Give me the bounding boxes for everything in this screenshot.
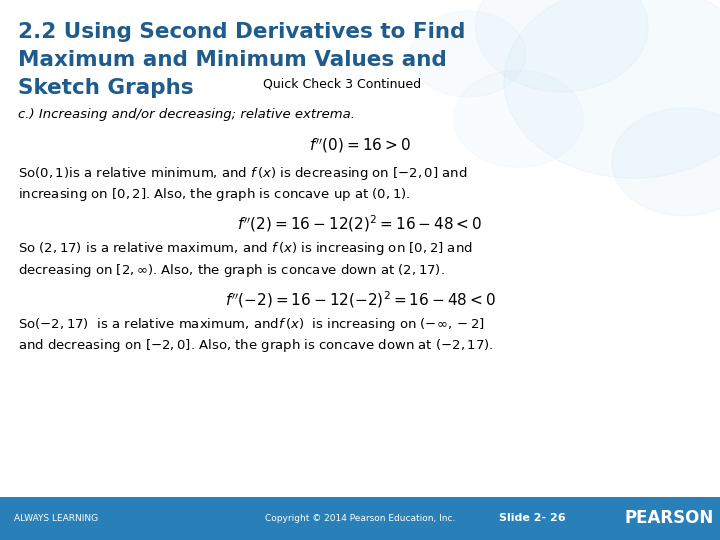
Circle shape bbox=[612, 108, 720, 216]
Text: So$(-2,17)$  is a relative maximum, and$f\,(x)$  is increasing on $(-\infty,-2]$: So$(-2,17)$ is a relative maximum, and$f… bbox=[18, 316, 485, 333]
Text: decreasing on $[2,\infty)$. Also, the graph is concave down at $(2,17)$.: decreasing on $[2,\infty)$. Also, the gr… bbox=[18, 262, 445, 279]
Text: Quick Check 3 Continued: Quick Check 3 Continued bbox=[263, 78, 421, 91]
Text: c.) Increasing and/or decreasing; relative extrema.: c.) Increasing and/or decreasing; relati… bbox=[18, 108, 355, 121]
Circle shape bbox=[504, 0, 720, 178]
Text: So $(2,17)$ is a relative maximum, and $f\,(x)$ is increasing on $[0,2]$ and: So $(2,17)$ is a relative maximum, and $… bbox=[18, 240, 472, 257]
Text: Sketch Graphs: Sketch Graphs bbox=[18, 78, 194, 98]
Text: $f''(2)=16-12(2)^2=16-48<0$: $f''(2)=16-12(2)^2=16-48<0$ bbox=[238, 213, 482, 234]
Circle shape bbox=[475, 0, 648, 92]
Text: 2.2 Using Second Derivatives to Find: 2.2 Using Second Derivatives to Find bbox=[18, 22, 465, 42]
Text: Maximum and Minimum Values and: Maximum and Minimum Values and bbox=[18, 50, 446, 70]
Text: Slide 2- 26: Slide 2- 26 bbox=[500, 514, 566, 523]
FancyBboxPatch shape bbox=[0, 497, 720, 540]
Circle shape bbox=[410, 11, 526, 97]
Text: $f''(-2)=16-12(-2)^2=16-48<0$: $f''(-2)=16-12(-2)^2=16-48<0$ bbox=[225, 289, 495, 309]
Text: $f''(0)=16>0$: $f''(0)=16>0$ bbox=[309, 136, 411, 154]
Circle shape bbox=[454, 70, 583, 167]
Text: increasing on $[0,2]$. Also, the graph is concave up at $(0,1)$.: increasing on $[0,2]$. Also, the graph i… bbox=[18, 186, 410, 203]
Text: and decreasing on $[-2,0]$. Also, the graph is concave down at $(-2,17)$.: and decreasing on $[-2,0]$. Also, the gr… bbox=[18, 338, 494, 354]
Text: ALWAYS LEARNING: ALWAYS LEARNING bbox=[14, 514, 99, 523]
Text: Copyright © 2014 Pearson Education, Inc.: Copyright © 2014 Pearson Education, Inc. bbox=[265, 514, 455, 523]
Text: So$(0,1)$is a relative minimum, and $f\,(x)$ is decreasing on $[-2,0]$ and: So$(0,1)$is a relative minimum, and $f\,… bbox=[18, 165, 467, 181]
Text: PEARSON: PEARSON bbox=[625, 509, 714, 528]
